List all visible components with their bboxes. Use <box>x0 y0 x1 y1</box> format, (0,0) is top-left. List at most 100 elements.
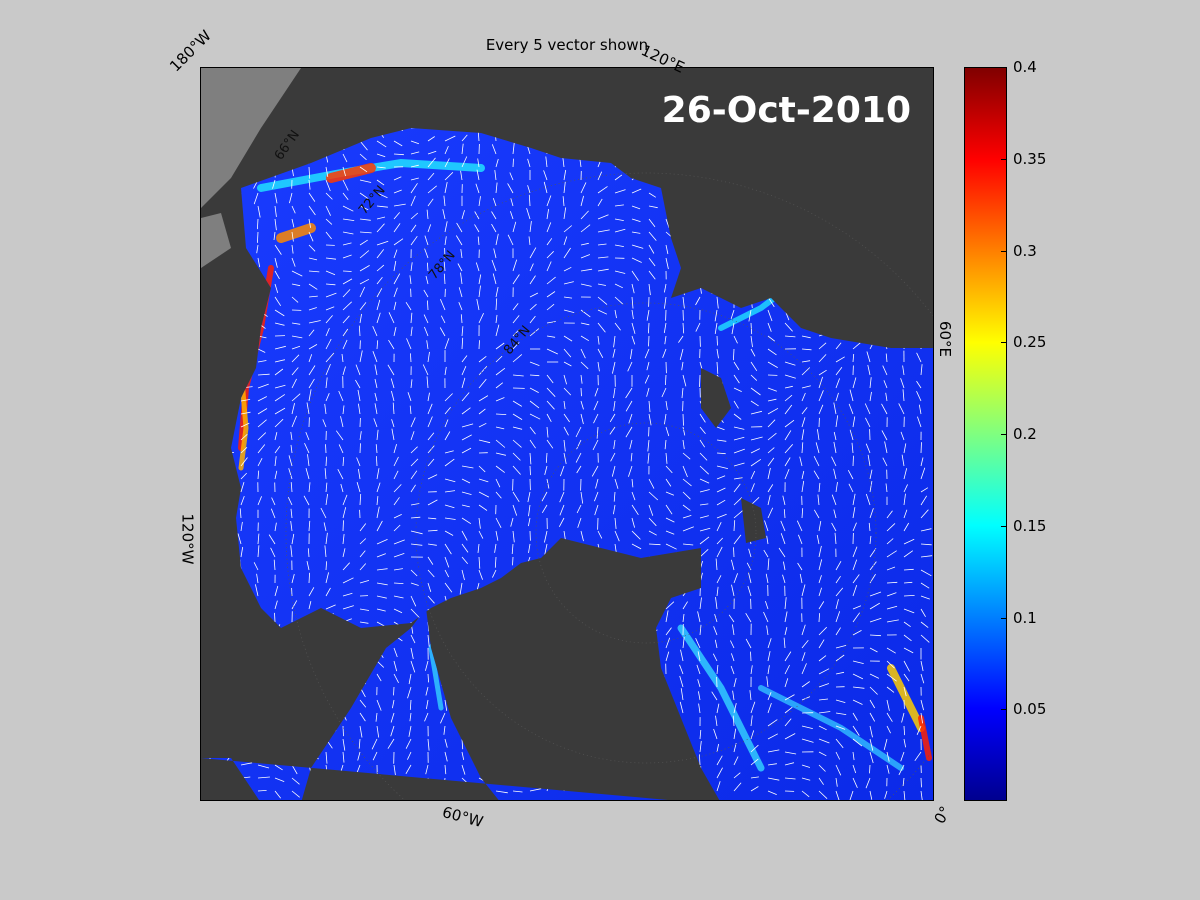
drift-vector <box>563 400 566 410</box>
drift-vector <box>478 274 482 285</box>
drift-vector <box>631 257 642 263</box>
drift-vector <box>818 601 825 610</box>
drift-vector <box>852 630 862 636</box>
drift-vector <box>290 508 293 519</box>
drift-vector <box>563 266 572 272</box>
drift-vector <box>290 444 293 454</box>
drift-vector <box>733 335 738 344</box>
drift-vector <box>697 679 701 688</box>
drift-vector <box>765 573 769 584</box>
drift-vector <box>359 550 366 558</box>
drift-vector <box>325 257 337 260</box>
drift-vector <box>801 470 805 480</box>
drift-vector <box>410 484 416 493</box>
drift-vector <box>393 582 404 584</box>
drift-vector <box>750 458 762 467</box>
drift-vector <box>443 261 446 272</box>
drift-vector <box>612 361 616 374</box>
drift-vector <box>750 730 755 740</box>
drift-vector <box>767 558 770 571</box>
drift-vector <box>852 777 858 788</box>
drift-vector <box>376 506 380 519</box>
drift-vector <box>325 352 335 363</box>
drift-vector <box>920 457 924 467</box>
drift-vector <box>699 527 711 532</box>
drift-vector <box>444 145 449 155</box>
drift-vector <box>461 504 470 508</box>
drift-vector <box>410 417 416 428</box>
drift-vector <box>818 655 827 662</box>
drift-vector <box>868 522 871 532</box>
drift-vector <box>733 703 737 714</box>
drift-vector <box>695 296 701 306</box>
drift-vector <box>444 172 454 181</box>
colorbar-tick-label: 0.15 <box>1013 516 1047 535</box>
speed-streak <box>276 223 316 243</box>
drift-vector <box>869 673 880 679</box>
drift-vector <box>818 683 830 688</box>
drift-vector <box>291 393 301 402</box>
lon-label-60w: 60°W <box>440 802 486 832</box>
drift-vector <box>291 790 300 798</box>
drift-vector <box>711 691 718 701</box>
drift-vector <box>592 439 599 451</box>
drift-vector <box>901 454 905 467</box>
drift-vector <box>526 207 531 220</box>
drift-vector <box>308 244 316 252</box>
drift-vector <box>869 377 872 389</box>
drift-vector <box>784 694 795 701</box>
drift-vector <box>733 756 739 766</box>
drift-vector <box>699 536 710 545</box>
drift-vector <box>596 426 599 439</box>
drift-vector <box>597 296 608 305</box>
drift-vector <box>920 790 923 800</box>
drift-vector <box>864 403 871 415</box>
drift-vector <box>546 303 555 311</box>
drift-vector <box>918 404 922 415</box>
drift-vector <box>697 651 701 662</box>
drift-vector <box>444 419 449 428</box>
drift-vector <box>461 366 467 376</box>
drift-vector <box>631 244 644 249</box>
colorbar-tick-mark <box>1001 250 1007 252</box>
drift-vector <box>495 367 506 376</box>
drift-vector <box>886 538 894 545</box>
drift-vector <box>665 517 675 523</box>
drift-vector <box>609 426 616 435</box>
drift-vector <box>512 315 520 324</box>
drift-vector <box>852 546 858 558</box>
drift-vector <box>424 712 429 722</box>
drift-vector <box>902 389 905 402</box>
drift-vector <box>699 465 709 475</box>
drift-vector <box>546 374 554 384</box>
drift-vector <box>767 702 772 714</box>
drift-vector <box>665 610 669 623</box>
drift-vector <box>852 353 855 363</box>
drift-vector <box>903 468 908 480</box>
drift-vector <box>767 309 773 322</box>
drift-vector <box>427 198 434 207</box>
drift-vector <box>371 738 378 750</box>
drift-vector <box>393 524 401 532</box>
drift-vector <box>869 634 882 637</box>
drift-vector <box>903 738 906 748</box>
drift-vector <box>461 738 464 750</box>
drift-vector <box>631 530 641 540</box>
drift-vector <box>682 439 685 450</box>
drift-vector <box>325 751 328 764</box>
drift-vector <box>580 400 584 410</box>
drift-vector <box>512 491 520 503</box>
drift-vector <box>274 522 277 532</box>
drift-vector <box>393 484 402 493</box>
drift-vector <box>478 395 489 402</box>
drift-vector <box>544 465 548 476</box>
drift-vector <box>728 614 735 623</box>
drift-vector <box>920 364 923 376</box>
drift-vector <box>335 430 344 441</box>
drift-vector <box>835 764 842 776</box>
drift-vector <box>597 530 603 539</box>
drift-vector <box>410 470 418 480</box>
drift-vector <box>597 171 603 181</box>
drift-vector <box>376 249 385 259</box>
drift-vector <box>665 452 668 464</box>
